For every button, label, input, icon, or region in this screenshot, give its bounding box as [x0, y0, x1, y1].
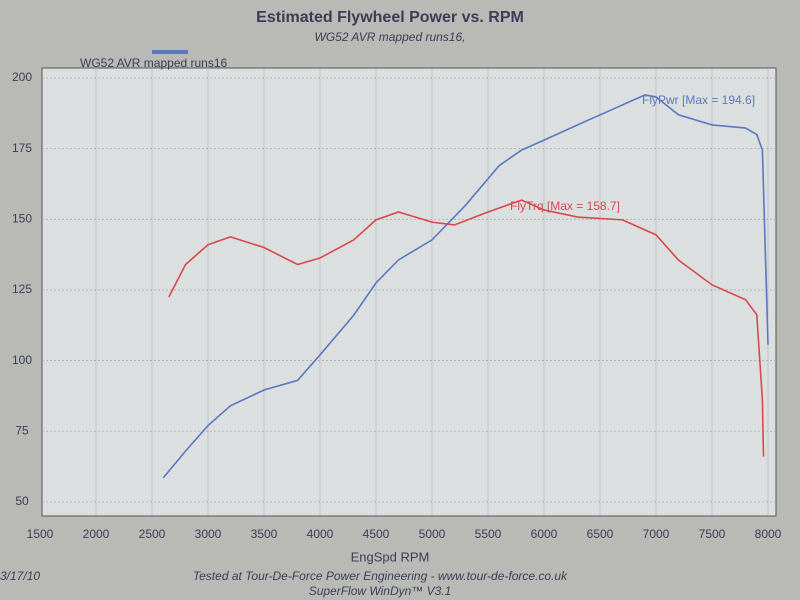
y-tick-label: 175: [12, 141, 32, 155]
x-tick-label: 5000: [419, 527, 446, 541]
legend-label: WG52 AVR mapped runs16: [80, 56, 228, 70]
y-tick-label: 75: [15, 423, 29, 437]
x-tick-label: 8000: [755, 527, 782, 541]
footer: Tested at Tour-De-Force Power Engineerin…: [193, 569, 568, 583]
x-tick-label: 3000: [195, 527, 222, 541]
chart-subtitle: WG52 AVR mapped runs16,: [315, 30, 466, 44]
annotation: FlyPwr [Max = 194.6]: [642, 93, 755, 107]
annotation: FlyTrq [Max = 158.7]: [510, 199, 620, 213]
y-tick-label: 150: [12, 211, 32, 225]
y-tick-label: 125: [12, 282, 32, 296]
date: 3/17/10: [0, 569, 40, 583]
x-tick-label: 5500: [475, 527, 502, 541]
x-tick-label: 4000: [307, 527, 334, 541]
x-tick-label: 6500: [587, 527, 614, 541]
series-line: [162, 94, 769, 479]
x-tick-label: 3500: [251, 527, 278, 541]
x-tick-label: 6000: [531, 527, 558, 541]
y-tick-label: 200: [12, 70, 32, 84]
footer: SuperFlow WinDyn™ V3.1: [309, 584, 452, 598]
y-tick-label: 100: [12, 353, 32, 367]
x-tick-label: 4500: [363, 527, 390, 541]
series-line: [168, 199, 765, 457]
x-tick-label: 7000: [643, 527, 670, 541]
x-tick-label: 2000: [83, 527, 110, 541]
x-tick-label: 2500: [139, 527, 166, 541]
y-tick-label: 50: [15, 494, 29, 508]
x-tick-label: 1500: [27, 527, 54, 541]
chart-title: Estimated Flywheel Power vs. RPM: [256, 9, 524, 26]
x-tick-label: 7500: [699, 527, 726, 541]
plot-area: [41, 67, 777, 517]
x-axis-label: EngSpd RPM: [351, 549, 430, 564]
